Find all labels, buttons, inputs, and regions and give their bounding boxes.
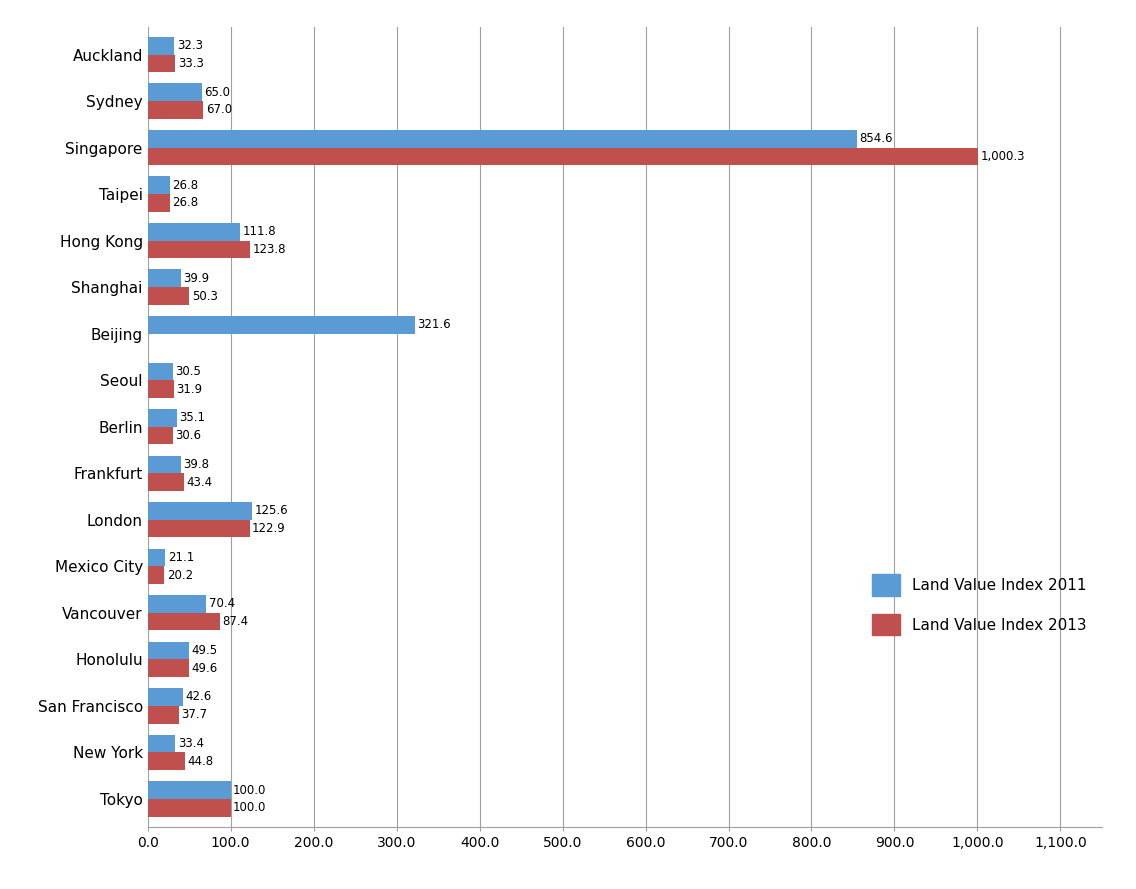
Bar — [148, 176, 170, 194]
Text: 26.8: 26.8 — [173, 179, 199, 192]
Bar — [148, 566, 165, 584]
Text: 44.8: 44.8 — [187, 755, 214, 768]
Text: 87.4: 87.4 — [223, 615, 249, 629]
Bar — [148, 688, 183, 706]
Text: 50.3: 50.3 — [192, 290, 218, 302]
Bar — [148, 269, 181, 287]
Bar — [148, 316, 415, 333]
Text: 32.3: 32.3 — [177, 39, 203, 52]
Text: 39.8: 39.8 — [183, 458, 209, 471]
Bar — [148, 130, 857, 148]
Bar — [148, 148, 978, 165]
Text: 65.0: 65.0 — [204, 85, 231, 99]
Text: 42.6: 42.6 — [185, 691, 211, 703]
Text: 35.1: 35.1 — [179, 412, 206, 424]
Bar — [148, 287, 190, 305]
Text: 70.4: 70.4 — [209, 597, 235, 611]
Bar — [148, 660, 189, 677]
Bar — [148, 706, 179, 724]
Bar — [148, 101, 203, 119]
Bar — [148, 549, 165, 566]
Bar — [148, 455, 181, 473]
Bar — [148, 54, 175, 72]
Text: 33.3: 33.3 — [178, 57, 203, 70]
Bar — [148, 752, 185, 770]
Bar — [148, 37, 175, 54]
Bar — [148, 520, 250, 538]
Text: 122.9: 122.9 — [252, 522, 286, 535]
Text: 321.6: 321.6 — [417, 318, 451, 332]
Text: 125.6: 125.6 — [254, 504, 289, 517]
Text: 854.6: 854.6 — [859, 132, 893, 145]
Bar — [148, 642, 189, 660]
Text: 49.6: 49.6 — [191, 661, 218, 675]
Bar — [148, 409, 177, 427]
Text: 49.5: 49.5 — [191, 644, 217, 657]
Bar — [148, 781, 231, 799]
Bar — [148, 427, 173, 444]
Bar — [148, 502, 252, 520]
Bar — [148, 734, 175, 752]
Text: 26.8: 26.8 — [173, 196, 199, 210]
Text: 67.0: 67.0 — [206, 103, 232, 116]
Text: 123.8: 123.8 — [253, 243, 286, 256]
Bar — [148, 194, 170, 212]
Text: 39.9: 39.9 — [183, 272, 209, 284]
Bar — [148, 380, 174, 398]
Text: 30.5: 30.5 — [175, 364, 201, 378]
Text: 43.4: 43.4 — [186, 476, 212, 489]
Text: 1,000.3: 1,000.3 — [980, 150, 1025, 163]
Bar — [148, 241, 250, 259]
Text: 111.8: 111.8 — [243, 225, 276, 238]
Bar — [148, 84, 201, 101]
Legend: Land Value Index 2011, Land Value Index 2013: Land Value Index 2011, Land Value Index … — [864, 566, 1094, 643]
Text: 20.2: 20.2 — [167, 569, 193, 581]
Bar — [148, 613, 220, 630]
Bar — [148, 473, 184, 491]
Text: 100.0: 100.0 — [233, 783, 267, 797]
Text: 33.4: 33.4 — [178, 737, 203, 750]
Bar — [148, 223, 241, 241]
Text: 37.7: 37.7 — [182, 709, 208, 721]
Text: 100.0: 100.0 — [233, 801, 267, 814]
Text: 30.6: 30.6 — [176, 429, 201, 442]
Bar — [148, 799, 231, 816]
Text: 21.1: 21.1 — [168, 551, 194, 564]
Text: 31.9: 31.9 — [176, 382, 202, 396]
Bar — [148, 595, 206, 613]
Bar — [148, 363, 173, 380]
